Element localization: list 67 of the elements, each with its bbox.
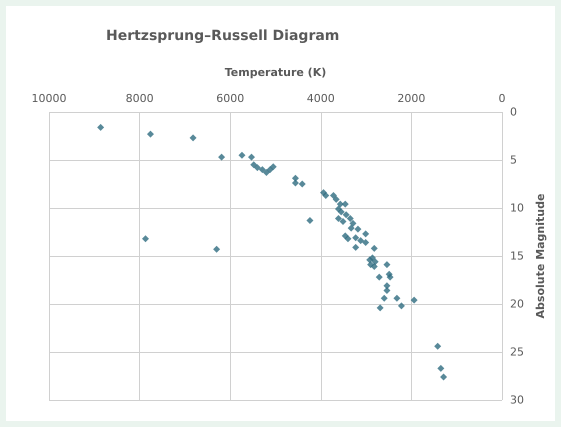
point xyxy=(366,256,374,264)
point xyxy=(254,164,261,172)
y-tick-label: 25 xyxy=(510,346,524,358)
y-axis-title: Absolute Magnitude xyxy=(534,194,547,318)
point xyxy=(349,220,356,227)
point xyxy=(357,237,364,244)
point xyxy=(346,215,354,222)
point xyxy=(440,373,448,380)
point xyxy=(190,134,197,142)
point xyxy=(370,263,378,270)
point xyxy=(97,124,104,131)
y-tick-label: 30 xyxy=(510,394,524,406)
x-axis-title: Temperature (K) xyxy=(224,66,326,79)
point xyxy=(292,174,299,182)
point xyxy=(266,166,274,174)
point xyxy=(213,246,220,253)
point xyxy=(322,192,330,200)
point xyxy=(344,235,352,242)
point xyxy=(218,154,226,161)
point xyxy=(298,180,306,188)
point xyxy=(332,196,340,203)
point xyxy=(410,296,418,304)
point xyxy=(142,235,149,242)
x-tick-label: 10000 xyxy=(32,92,66,105)
point xyxy=(376,304,384,312)
point xyxy=(342,200,349,208)
point xyxy=(258,166,266,174)
point xyxy=(380,294,388,302)
point xyxy=(383,287,390,294)
point xyxy=(250,161,258,168)
point xyxy=(330,192,337,200)
point xyxy=(362,239,370,246)
point xyxy=(348,224,355,232)
point xyxy=(238,152,246,159)
point xyxy=(352,244,360,251)
point xyxy=(262,168,270,176)
point xyxy=(434,342,442,350)
y-tick-label: 10 xyxy=(510,202,524,214)
y-tick-label: 20 xyxy=(510,298,524,310)
y-tick-label: 0 xyxy=(510,106,517,118)
point xyxy=(398,302,405,310)
y-tick-label: 5 xyxy=(510,154,517,166)
point xyxy=(437,364,444,372)
x-tick-label: 2000 xyxy=(397,92,426,105)
point xyxy=(354,226,362,233)
point xyxy=(334,215,342,222)
point xyxy=(386,274,394,281)
y-tick-label: 15 xyxy=(510,250,524,262)
x-tick-label: 0 xyxy=(498,92,506,105)
point xyxy=(270,163,277,170)
point xyxy=(383,261,390,268)
point xyxy=(352,234,360,242)
point xyxy=(393,294,400,302)
x-tick-label: 8000 xyxy=(126,92,154,105)
x-tick-label: 4000 xyxy=(306,92,335,105)
chart-title: Hertzsprung–Russell Diagram xyxy=(106,28,340,44)
point xyxy=(338,208,345,216)
point xyxy=(370,244,378,252)
point xyxy=(292,180,299,187)
x-tick-label: 6000 xyxy=(216,92,244,105)
point xyxy=(339,218,346,225)
point xyxy=(306,216,314,224)
point xyxy=(362,230,370,238)
point xyxy=(376,274,383,281)
point xyxy=(248,154,255,161)
point xyxy=(146,130,154,138)
point xyxy=(342,211,350,218)
